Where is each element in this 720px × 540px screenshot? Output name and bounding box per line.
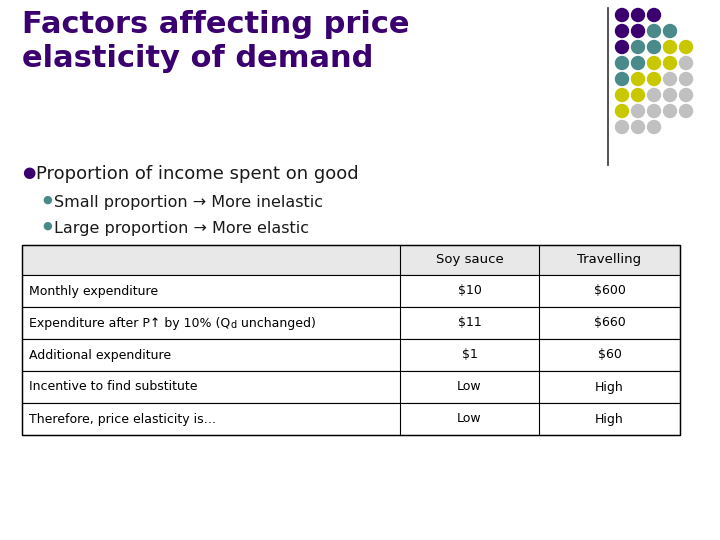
Text: Soy sauce: Soy sauce [436,253,503,267]
Circle shape [647,24,660,37]
FancyBboxPatch shape [22,403,680,435]
Circle shape [647,40,660,53]
FancyBboxPatch shape [22,245,680,275]
Circle shape [664,40,677,53]
Circle shape [680,57,693,70]
FancyBboxPatch shape [22,307,680,339]
Circle shape [647,72,660,85]
Text: High: High [595,381,624,394]
Circle shape [616,120,629,133]
Circle shape [616,89,629,102]
Text: Small proportion → More inelastic: Small proportion → More inelastic [54,195,323,210]
Text: Low: Low [457,413,482,426]
Circle shape [647,9,660,22]
Text: Monthly expenditure: Monthly expenditure [29,285,158,298]
Text: Travelling: Travelling [577,253,642,267]
Text: Incentive to find substitute: Incentive to find substitute [29,381,197,394]
Circle shape [631,9,644,22]
Text: unchanged): unchanged) [238,316,316,329]
Circle shape [631,105,644,118]
Text: $10: $10 [458,285,482,298]
Text: $11: $11 [458,316,482,329]
Circle shape [616,9,629,22]
FancyBboxPatch shape [22,371,680,403]
Circle shape [616,57,629,70]
Text: ●: ● [22,165,35,180]
Circle shape [616,24,629,37]
Text: Factors affecting price
elasticity of demand: Factors affecting price elasticity of de… [22,10,410,72]
Circle shape [664,57,677,70]
Text: ●: ● [42,195,52,205]
Circle shape [680,40,693,53]
Circle shape [647,89,660,102]
Circle shape [616,40,629,53]
Text: Expenditure after P↑ by 10% (Q: Expenditure after P↑ by 10% (Q [29,316,230,329]
Text: Low: Low [457,381,482,394]
Circle shape [631,24,644,37]
Circle shape [647,105,660,118]
Text: High: High [595,413,624,426]
Text: d: d [230,321,236,330]
Circle shape [616,72,629,85]
Circle shape [647,57,660,70]
Text: Additional expenditure: Additional expenditure [29,348,171,361]
Circle shape [631,72,644,85]
Circle shape [664,24,677,37]
FancyBboxPatch shape [22,339,680,371]
Text: $600: $600 [593,285,626,298]
Circle shape [680,72,693,85]
FancyBboxPatch shape [22,275,680,307]
Text: Large proportion → More elastic: Large proportion → More elastic [54,221,309,236]
Text: $1: $1 [462,348,477,361]
Circle shape [680,89,693,102]
Circle shape [616,105,629,118]
Text: $60: $60 [598,348,621,361]
Circle shape [664,72,677,85]
Text: Therefore, price elasticity is…: Therefore, price elasticity is… [29,413,216,426]
Circle shape [631,89,644,102]
Circle shape [631,57,644,70]
Text: Proportion of income spent on good: Proportion of income spent on good [36,165,359,183]
Text: $660: $660 [593,316,626,329]
Circle shape [631,40,644,53]
Circle shape [664,89,677,102]
Circle shape [631,120,644,133]
Circle shape [680,105,693,118]
Text: ●: ● [42,221,52,231]
Circle shape [647,120,660,133]
Circle shape [664,105,677,118]
